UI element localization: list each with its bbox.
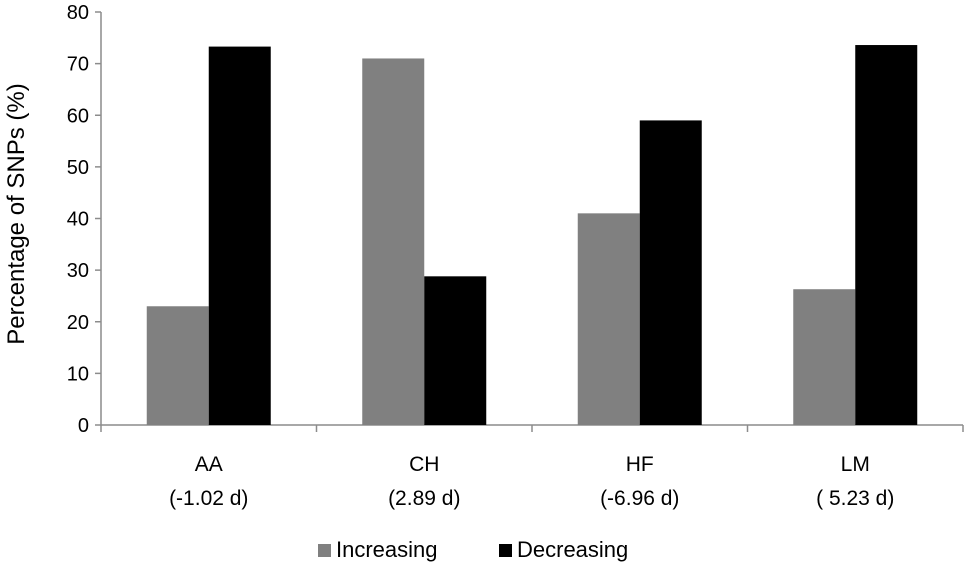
x-tick-label: LM [841,453,870,476]
y-tick-label: 70 [67,54,89,76]
y-tick-label: 0 [78,415,89,437]
bar-decreasing-hf [639,120,702,425]
y-tick-label: 10 [67,363,89,385]
legend: Increasing Decreasing [318,537,628,562]
y-tick-label: 40 [67,209,89,231]
x-tick-sublabel: (-1.02 d) [169,487,248,510]
bar-decreasing-aa [208,46,271,426]
bar-increasing-aa [146,306,209,425]
y-axis-label: Percentage of SNPs (%) [3,83,30,344]
legend-swatch-decreasing [499,544,512,557]
legend-label-decreasing: Decreasing [517,537,628,562]
y-tick-label: 50 [67,157,89,179]
x-tick-sublabel: ( 5.23 d) [816,487,894,510]
bar-increasing-lm [793,289,856,425]
y-tick-label: 20 [67,312,89,334]
x-tick-label: CH [409,453,439,476]
y-tick-label: 80 [67,2,89,24]
legend-swatch-increasing [318,544,331,557]
bar-decreasing-lm [855,45,918,425]
x-tick-label: AA [195,453,223,476]
x-tick-label: HF [626,453,654,476]
bar-increasing-hf [577,213,640,425]
bar-decreasing-ch [424,276,487,425]
y-axis: 0 10 20 30 40 50 60 70 80 [67,2,102,437]
legend-label-increasing: Increasing [336,537,438,562]
x-axis: AA (-1.02 d) CH (2.89 d) HF (-6.96 d) LM ( 5.23… [100,424,964,510]
y-tick-label: 60 [67,105,89,127]
bar-increasing-ch [362,58,425,426]
x-tick-sublabel: (-6.96 d) [600,487,679,510]
bars [146,45,918,426]
x-tick-sublabel: (2.89 d) [388,487,460,510]
y-tick-label: 30 [67,260,89,282]
